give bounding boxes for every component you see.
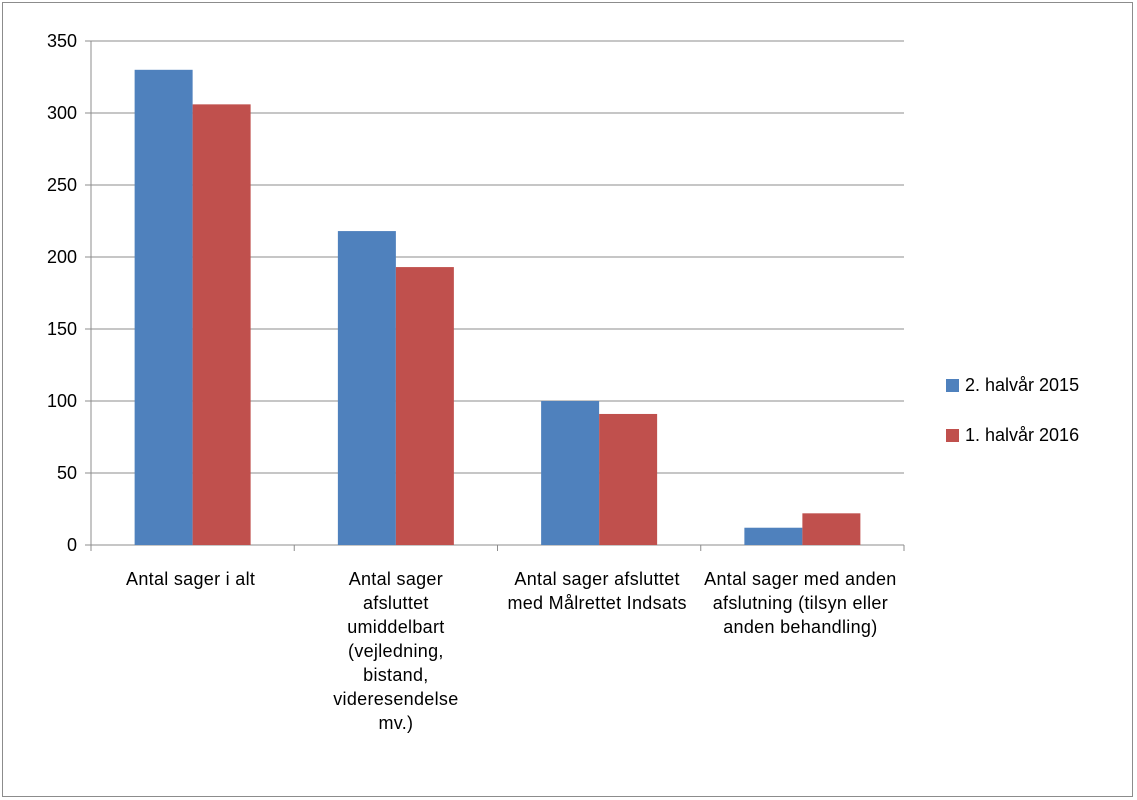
legend-label: 2. halvår 2015 [965,374,1080,395]
bar [541,401,600,545]
bar [134,69,193,546]
x-tick-label: Antal sager i alt [126,569,256,589]
bar [395,267,454,545]
x-tick-label: Antal sager afsluttet med Målrettet Inds… [507,569,687,613]
bar [802,513,861,545]
legend-swatch [946,378,959,392]
legend-item: 1. halvår 2016 [946,422,1079,448]
legend-label: 1. halvår 2016 [965,424,1080,445]
legend: 2. halvår 2015 1. halvår 2016 [946,372,1079,472]
legend-item: 2. halvår 2015 [946,372,1079,398]
y-tick-label: 50 [57,463,77,483]
y-tick-label: 200 [47,247,77,267]
y-tick-label: 150 [47,319,77,339]
x-tick-label: Antal sager med anden afslutning (tilsyn… [704,569,897,637]
y-tick-label: 100 [47,391,77,411]
bar [599,413,658,545]
y-tick-label: 300 [47,103,77,123]
bar [192,104,251,546]
y-tick-label: 0 [67,535,77,555]
y-tick-label: 350 [47,31,77,51]
legend-swatch [946,428,959,442]
x-tick-label: Antal sager afsluttet umiddelbart (vejle… [333,569,459,733]
bar [337,231,396,545]
bar [744,527,803,545]
y-tick-label: 250 [47,175,77,195]
